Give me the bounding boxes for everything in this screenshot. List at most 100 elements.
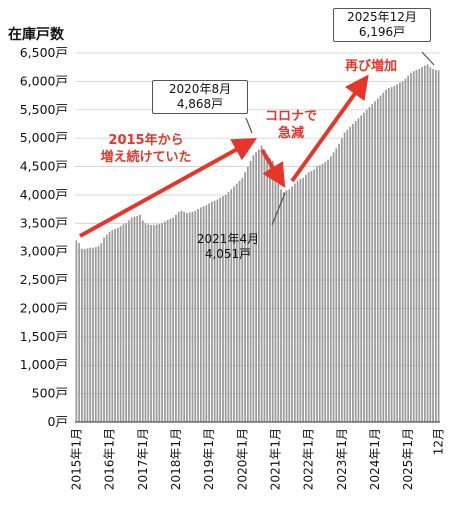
bar: [97, 246, 100, 422]
bar: [418, 68, 421, 423]
y-tick-label: 1,500戸: [20, 329, 68, 344]
bar: [172, 217, 175, 422]
bar: [432, 68, 434, 423]
bar: [216, 199, 219, 422]
y-tick-label: 0戸: [48, 414, 68, 429]
bar: [224, 194, 227, 422]
annotation-rise: 2015年から 増え続けていた: [86, 132, 206, 166]
bar: [346, 129, 349, 422]
bar: [258, 149, 260, 422]
x-tick-label: 2015年1月: [69, 428, 83, 490]
callout-2020-date: 2020年8月: [168, 82, 232, 96]
bar: [188, 212, 191, 422]
annotation-rise-line2: 増え続けていた: [100, 150, 192, 165]
bar: [199, 207, 202, 422]
bar: [119, 226, 122, 422]
bar: [230, 189, 233, 422]
bar: [81, 248, 83, 422]
bar: [180, 210, 183, 422]
bar: [318, 165, 321, 422]
bar: [393, 85, 396, 423]
y-tick-labels: 0戸 500戸 1,000戸 1,500戸 2,000戸 2,500戸 3,000戸 3,50…: [20, 45, 68, 429]
bar: [404, 78, 407, 423]
bar: [86, 248, 89, 422]
bar: [263, 149, 266, 422]
bar: [407, 75, 410, 423]
bar: [241, 177, 244, 422]
bar: [390, 87, 393, 422]
bar: [327, 159, 329, 423]
bar: [332, 152, 335, 422]
bar: [155, 224, 158, 422]
x-tick-label: 12月: [432, 428, 446, 455]
bar: [426, 64, 429, 422]
bar: [177, 211, 180, 422]
bar: [429, 67, 432, 422]
bar: [128, 220, 130, 422]
bar: [266, 155, 269, 422]
bar: [78, 243, 81, 422]
bar: [313, 169, 316, 422]
bar: [321, 163, 324, 422]
bar: [354, 121, 357, 423]
x-tick-labels: 2015年1月 2016年1月 2017年1月 2018年1月 2019年1月 2020年…: [69, 428, 445, 490]
bar: [274, 172, 277, 422]
bar: [299, 179, 302, 422]
bar: [352, 123, 354, 423]
bar: [136, 215, 139, 422]
leader-2020: [245, 117, 253, 134]
bar: [227, 192, 230, 422]
bar: [186, 213, 188, 422]
annotation-drop: コロナで 急減: [256, 108, 326, 142]
bar: [89, 247, 92, 422]
bar: [421, 67, 423, 422]
bar: [130, 217, 133, 422]
bar: [205, 205, 208, 422]
bar: [235, 183, 238, 422]
bar: [92, 247, 94, 422]
x-tick-label: 2018年1月: [169, 428, 183, 490]
bar: [222, 196, 224, 422]
x-tick-label: 2022年1月: [302, 428, 316, 490]
bar: [238, 180, 241, 422]
bar: [103, 237, 105, 422]
bar: [293, 183, 296, 422]
x-tick-label: 2024年1月: [368, 428, 382, 490]
again-arrow: [290, 74, 369, 183]
bar: [111, 230, 114, 422]
x-tick-label: 2021年1月: [268, 428, 282, 490]
bar: [271, 160, 274, 423]
bar: [122, 224, 125, 422]
annotation-again: 再び増加: [344, 59, 397, 74]
leader-2021: [271, 192, 286, 226]
bar: [280, 189, 282, 422]
callout-2025-latest: 2025年12月 6,196戸: [333, 8, 431, 42]
bar: [147, 224, 150, 422]
bar: [399, 82, 401, 423]
bar: [105, 234, 108, 422]
bar: [365, 109, 368, 423]
y-tick-label: 6,000戸: [20, 73, 68, 88]
bar: [255, 152, 257, 422]
y-tick-label: 3,500戸: [20, 215, 68, 230]
bar: [133, 216, 136, 422]
bar: [197, 209, 199, 422]
bar: [244, 172, 246, 422]
bar: [208, 203, 210, 422]
bar: [163, 221, 166, 422]
bar: [305, 175, 307, 422]
callout-leaders: [245, 51, 435, 226]
y-tick-label: 500戸: [32, 386, 68, 401]
bar: [183, 211, 186, 422]
bar: [194, 210, 197, 422]
bar: [434, 70, 437, 422]
bar: [291, 186, 293, 422]
bar: [307, 172, 310, 422]
x-tick-label: 2020年1月: [235, 428, 249, 490]
bar: [349, 126, 352, 423]
y-tick-label: 4,500戸: [20, 159, 68, 174]
callout-2025-value: 6,196戸: [358, 25, 406, 39]
bar: [285, 190, 288, 422]
bar: [423, 65, 426, 423]
